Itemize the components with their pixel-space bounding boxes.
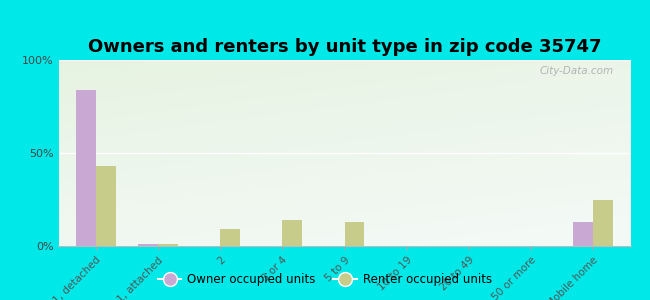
Legend: Owner occupied units, Renter occupied units: Owner occupied units, Renter occupied un… (153, 269, 497, 291)
Bar (138, 244, 158, 246)
Bar (282, 220, 302, 246)
Bar (96, 166, 116, 246)
Bar (344, 222, 365, 246)
Bar (220, 229, 240, 246)
Bar (593, 200, 613, 246)
Bar (158, 244, 178, 246)
Bar (76, 90, 96, 246)
Bar (573, 222, 593, 246)
Title: Owners and renters by unit type in zip code 35747: Owners and renters by unit type in zip c… (88, 38, 601, 56)
Text: City-Data.com: City-Data.com (540, 66, 614, 76)
